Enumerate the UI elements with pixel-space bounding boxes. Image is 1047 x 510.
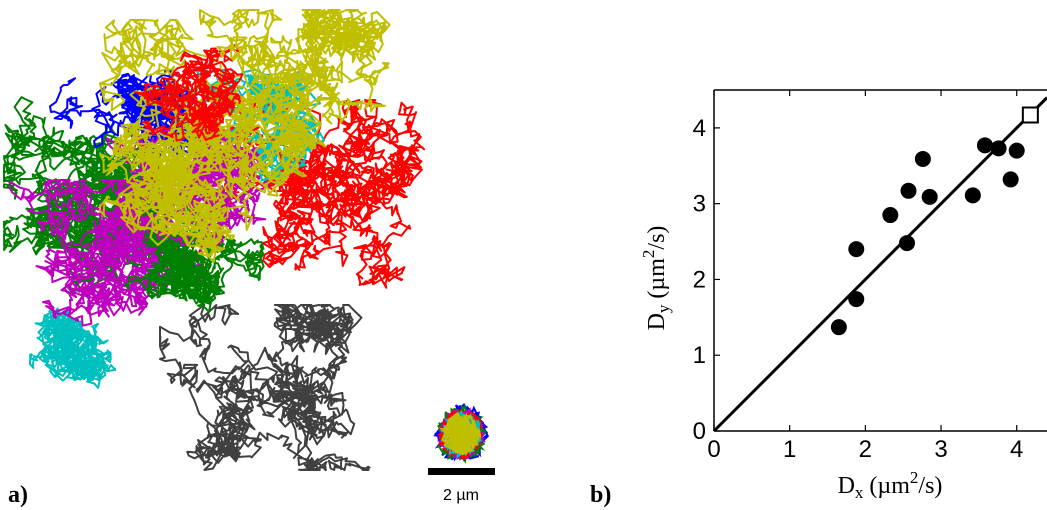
data-point (848, 291, 865, 308)
trajectory-12 (199, 9, 391, 125)
data-point (1008, 142, 1025, 159)
trajectory-7 (124, 189, 265, 313)
y-tick-label: 4 (693, 115, 706, 142)
scatter-marks (712, 96, 1047, 433)
x-axis-label: Dx (µm2/s) (838, 468, 943, 502)
trajectory-11 (134, 44, 244, 142)
x-tick-label: 2 (859, 436, 872, 463)
x-tick-label: 4 (1010, 436, 1023, 463)
data-point (914, 150, 931, 167)
trajectory-6 (210, 99, 425, 289)
data-point (830, 319, 847, 336)
y-tick-label: 3 (693, 191, 706, 218)
data-point (990, 140, 1007, 157)
data-point (976, 137, 993, 154)
scatter-axes: 0 1 2 3 4 0 1 2 3 4 (693, 89, 1047, 463)
blob-trajectory (438, 411, 482, 457)
x-tick-label: 1 (783, 436, 796, 463)
trajectory-10 (99, 19, 338, 264)
data-point (1002, 171, 1019, 188)
data-point (921, 188, 938, 205)
trajectory-1 (159, 304, 371, 471)
x-tick-label: 3 (934, 436, 947, 463)
trajectory-3 (29, 307, 117, 389)
y-tick-label: 1 (693, 342, 706, 369)
scale-bar (428, 468, 495, 475)
scale-bar-label: 2 µm (443, 487, 479, 504)
panel-b-label: b) (590, 482, 611, 508)
data-point (900, 182, 917, 199)
data-point (964, 187, 981, 204)
data-point (848, 241, 865, 258)
y-axis-label: Dy (µm2/s) (639, 226, 673, 331)
data-point (898, 235, 915, 252)
reference-square-marker (1021, 106, 1039, 124)
x-tick-label: 0 (707, 436, 720, 463)
y-tick-label: 0 (693, 418, 706, 445)
small-trajectory-blob (433, 403, 490, 464)
trajectory-plot (3, 9, 425, 471)
fit-line (712, 96, 1047, 433)
data-point (882, 207, 899, 224)
panel-a-label: a) (8, 482, 28, 508)
y-tick-label: 2 (693, 266, 706, 293)
